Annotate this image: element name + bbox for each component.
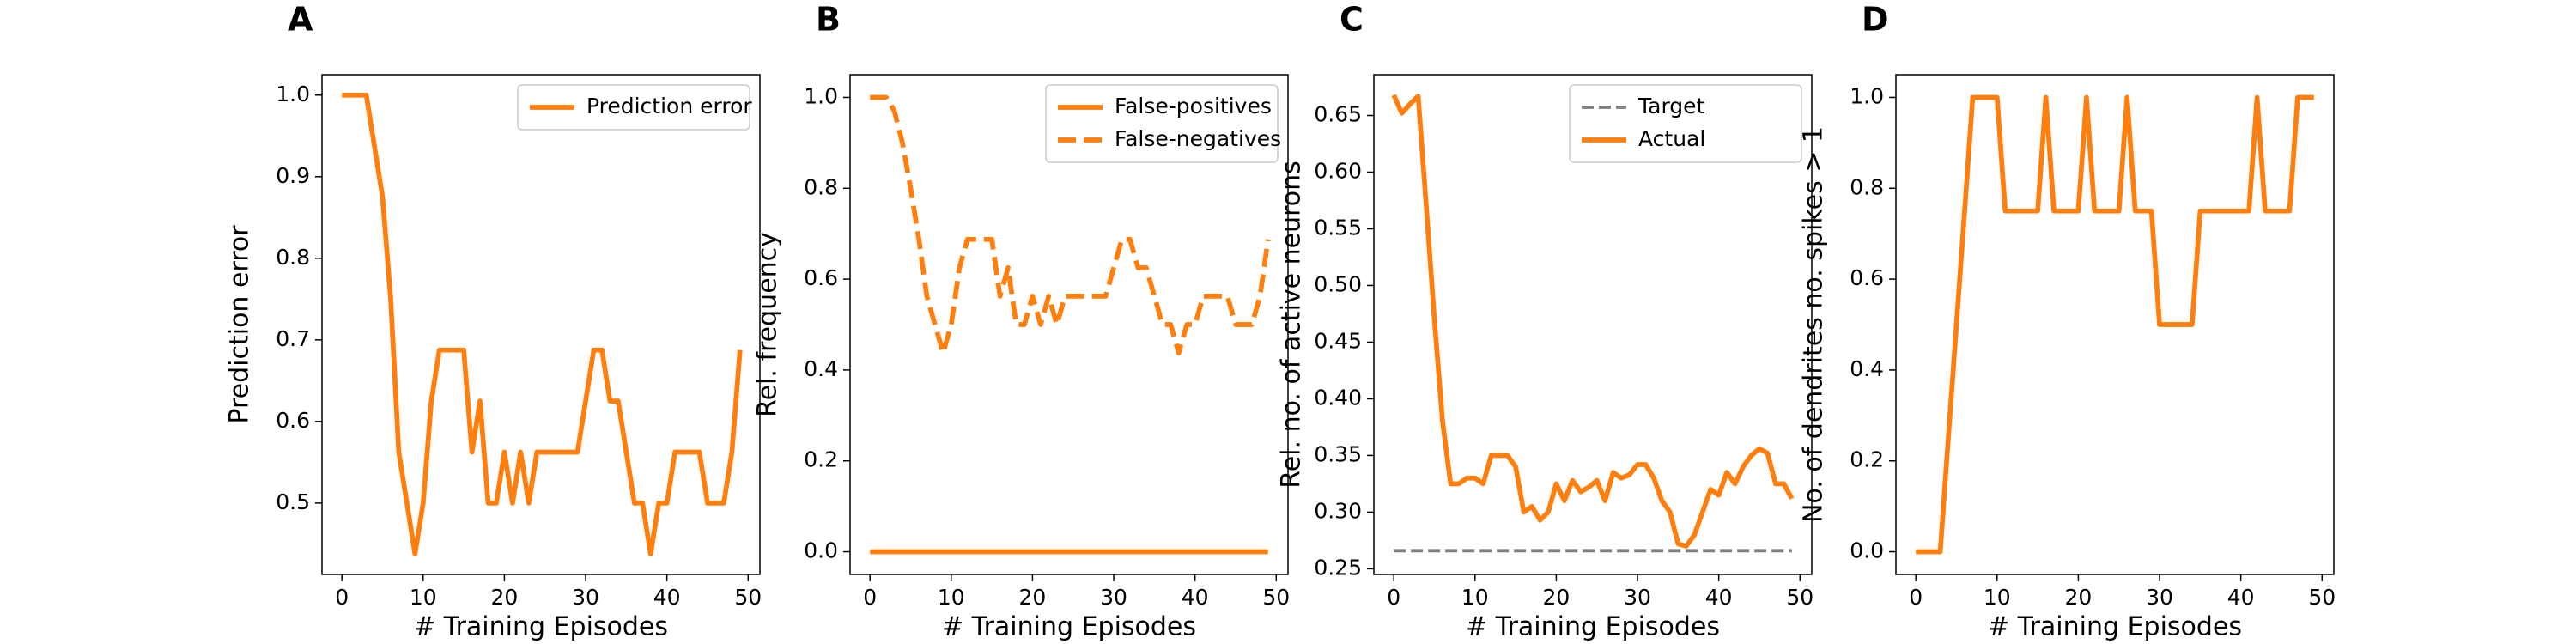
x-tick-label: 50 bbox=[734, 585, 762, 610]
x-tick-label: 20 bbox=[491, 585, 519, 610]
x-tick-label: 0 bbox=[1909, 585, 1923, 610]
y-axis-label: Prediction error bbox=[225, 225, 255, 424]
data-line bbox=[1916, 94, 2314, 555]
x-tick-label: 20 bbox=[1543, 585, 1571, 610]
y-tick-label: 0.8 bbox=[276, 245, 310, 270]
x-tick-label: 0 bbox=[335, 585, 349, 610]
y-tick-label: 0.6 bbox=[1850, 265, 1884, 290]
panel-label: B bbox=[816, 1, 841, 39]
x-tick-label: 20 bbox=[1019, 585, 1047, 610]
legend-box bbox=[1569, 84, 1802, 163]
data-line bbox=[1391, 94, 1795, 549]
y-tick-label: 0.2 bbox=[1850, 447, 1884, 472]
x-tick-label: 30 bbox=[1624, 585, 1651, 610]
panel-label: C bbox=[1340, 1, 1364, 39]
data-line bbox=[870, 94, 1271, 355]
y-tick-label: 0.0 bbox=[1850, 538, 1884, 563]
y-tick-label: 0.25 bbox=[1314, 555, 1362, 580]
x-tick-label: 0 bbox=[863, 585, 877, 610]
x-axis-label: # Training Episodes bbox=[942, 612, 1196, 642]
x-axis-label: # Training Episodes bbox=[414, 612, 668, 642]
x-tick-label: 10 bbox=[938, 585, 965, 610]
y-axis-label: No. of dendrites no. spikes > 1 bbox=[1799, 126, 1829, 523]
y-tick-label: 0.55 bbox=[1314, 215, 1362, 240]
legend-label: False-positives bbox=[1115, 94, 1272, 118]
x-tick-label: 40 bbox=[653, 585, 681, 610]
y-tick-label: 0.8 bbox=[1850, 174, 1884, 199]
y-tick-label: 0.60 bbox=[1314, 158, 1362, 183]
y-tick-label: 0.35 bbox=[1314, 441, 1362, 466]
y-tick-label: 1.0 bbox=[276, 82, 310, 106]
x-tick-label: 40 bbox=[2227, 585, 2255, 610]
x-axis-label: # Training Episodes bbox=[1988, 612, 2242, 642]
x-tick-label: 10 bbox=[1461, 585, 1489, 610]
x-tick-label: 50 bbox=[1786, 585, 1814, 610]
y-axis-label: Rel. frequency bbox=[753, 232, 783, 417]
y-tick-label: 0.6 bbox=[276, 408, 310, 433]
x-tick-label: 50 bbox=[1262, 585, 1290, 610]
axes-frame bbox=[1895, 74, 2335, 575]
y-tick-label: 0.8 bbox=[804, 174, 838, 199]
y-axis-label: Rel. no. of active neurons bbox=[1277, 161, 1307, 489]
y-tick-label: 0.7 bbox=[276, 326, 310, 351]
y-tick-label: 0.4 bbox=[804, 356, 838, 381]
axes-frame bbox=[849, 74, 1289, 575]
x-tick-label: 30 bbox=[2146, 585, 2173, 610]
axes-frame bbox=[1373, 74, 1813, 575]
y-tick-label: 0.2 bbox=[804, 447, 838, 472]
x-axis-label: # Training Episodes bbox=[1466, 612, 1720, 642]
x-tick-label: 40 bbox=[1182, 585, 1209, 610]
y-tick-label: 0.40 bbox=[1314, 385, 1362, 410]
x-tick-label: 0 bbox=[1387, 585, 1400, 610]
legend-label: Actual bbox=[1638, 126, 1705, 151]
y-tick-label: 0.50 bbox=[1314, 271, 1362, 296]
data-line bbox=[342, 92, 743, 557]
y-tick-label: 0.9 bbox=[276, 163, 310, 188]
legend-label: False-negatives bbox=[1115, 126, 1281, 151]
x-tick-label: 10 bbox=[1984, 585, 2011, 610]
legend-box bbox=[1045, 84, 1279, 163]
legend-label: Prediction error bbox=[586, 94, 752, 118]
y-tick-label: 0.6 bbox=[804, 265, 838, 290]
y-tick-label: 0.5 bbox=[276, 489, 310, 514]
x-tick-label: 30 bbox=[572, 585, 599, 610]
y-tick-label: 1.0 bbox=[804, 83, 838, 108]
axes-frame bbox=[321, 74, 761, 575]
panel-label: D bbox=[1862, 1, 1889, 39]
y-tick-label: 0.30 bbox=[1314, 498, 1362, 523]
x-tick-label: 50 bbox=[2308, 585, 2336, 610]
x-tick-label: 10 bbox=[410, 585, 437, 610]
y-tick-label: 1.0 bbox=[1850, 83, 1884, 108]
legend-box bbox=[517, 84, 750, 131]
y-tick-label: 0.45 bbox=[1314, 328, 1362, 353]
x-tick-label: 20 bbox=[2065, 585, 2093, 610]
y-tick-label: 0.65 bbox=[1314, 102, 1362, 127]
y-tick-label: 0.0 bbox=[804, 538, 838, 563]
x-tick-label: 40 bbox=[1705, 585, 1733, 610]
y-tick-label: 0.4 bbox=[1850, 356, 1884, 381]
panel-label: A bbox=[288, 1, 313, 39]
x-tick-label: 30 bbox=[1100, 585, 1127, 610]
legend-label: Target bbox=[1637, 94, 1705, 118]
